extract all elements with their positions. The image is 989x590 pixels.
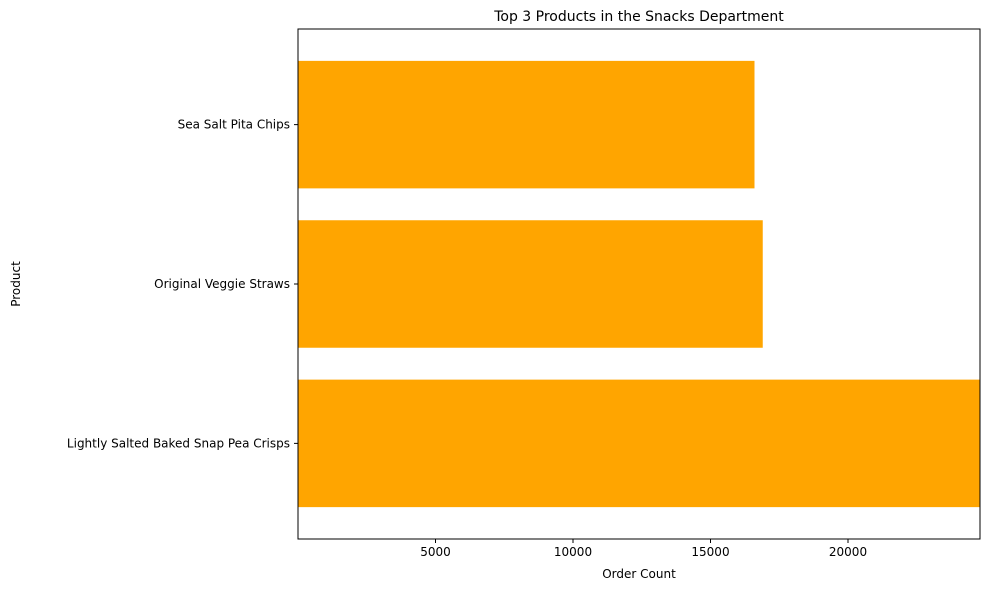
bars-layer: [298, 60, 980, 508]
bar-0: [298, 379, 980, 508]
x-tick-label: 20000: [829, 545, 867, 559]
x-tick-label: 5000: [420, 545, 451, 559]
y-tick-label: Lightly Salted Baked Snap Pea Crisps: [67, 436, 290, 450]
x-tick-label: 10000: [554, 545, 592, 559]
bar-1: [298, 220, 763, 348]
y-ticks: Lightly Salted Baked Snap Pea Crisps Orig…: [67, 118, 298, 450]
bar-2: [298, 60, 755, 189]
x-ticks: 5000 10000 15000 20000: [420, 539, 867, 559]
chart-title: Top 3 Products in the Snacks Department: [493, 9, 784, 25]
y-tick-label: Sea Salt Pita Chips: [178, 118, 290, 132]
x-axis-label: Order Count: [602, 567, 676, 581]
x-tick-label: 15000: [691, 545, 729, 559]
y-tick-label: Original Veggie Straws: [154, 277, 290, 291]
y-axis-label: Product: [9, 261, 23, 307]
